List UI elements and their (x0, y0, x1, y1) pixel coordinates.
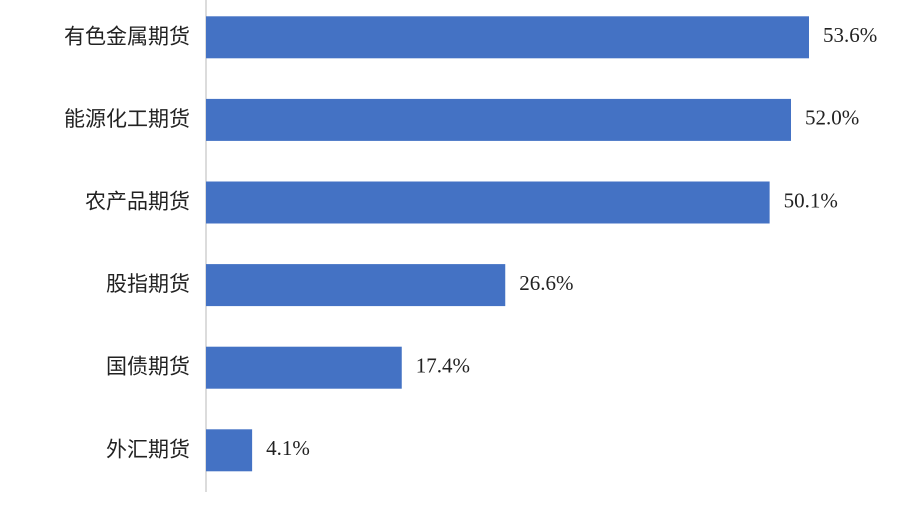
category-label: 能源化工期货 (64, 107, 190, 131)
data-label: 50.1% (784, 188, 838, 212)
bar (206, 16, 809, 59)
data-label: 26.6% (519, 271, 573, 295)
category-label: 有色金属期货 (64, 24, 190, 48)
category-label: 国债期货 (106, 355, 190, 379)
data-label: 53.6% (823, 23, 877, 47)
bar (206, 98, 791, 141)
category-label: 外汇期货 (106, 437, 190, 461)
category-label: 农产品期货 (85, 190, 190, 214)
bar (206, 264, 506, 307)
data-label: 17.4% (416, 354, 470, 378)
data-label: 52.0% (805, 106, 859, 130)
bar (206, 181, 770, 224)
data-label: 4.1% (266, 436, 310, 460)
category-label: 股指期货 (106, 272, 190, 296)
bar (206, 346, 402, 389)
bar (206, 429, 253, 472)
